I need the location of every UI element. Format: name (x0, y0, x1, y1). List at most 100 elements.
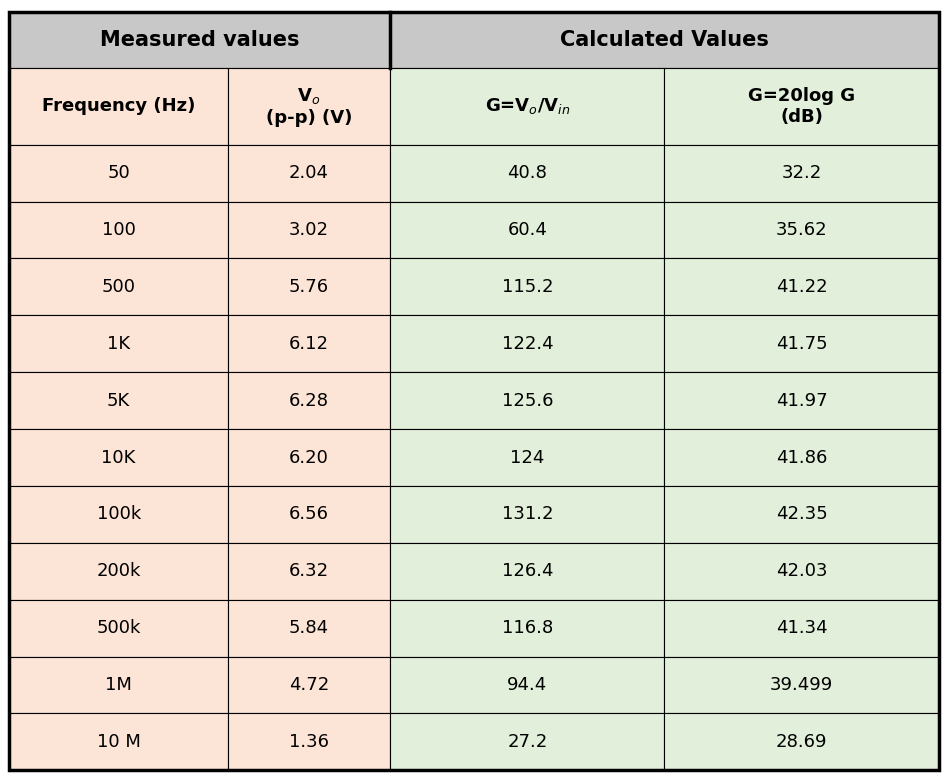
Text: 1.36: 1.36 (289, 733, 329, 751)
Bar (9, 657, 228, 713)
Text: 3.02: 3.02 (289, 221, 329, 239)
Text: 41.97: 41.97 (775, 392, 828, 410)
Bar (391, 315, 665, 372)
Text: 10K: 10K (101, 449, 136, 467)
Bar (9, 372, 228, 429)
Bar (665, 372, 939, 429)
Bar (9, 486, 228, 543)
Bar (391, 429, 665, 486)
Text: 41.86: 41.86 (775, 449, 828, 467)
Bar (391, 543, 665, 600)
Bar (9, 259, 228, 315)
Text: 27.2: 27.2 (507, 733, 548, 751)
Bar (228, 543, 391, 600)
Text: 2.04: 2.04 (289, 164, 329, 182)
Text: 100k: 100k (97, 505, 140, 523)
Text: 500: 500 (101, 278, 136, 296)
Bar (391, 600, 665, 657)
Bar (391, 372, 665, 429)
Text: Calculated Values: Calculated Values (560, 30, 769, 50)
Bar (665, 486, 939, 543)
Text: 6.20: 6.20 (289, 449, 329, 467)
Text: 6.12: 6.12 (289, 335, 329, 353)
Bar (228, 486, 391, 543)
Bar (391, 259, 665, 315)
Text: 94.4: 94.4 (507, 676, 548, 694)
Text: 42.35: 42.35 (775, 505, 828, 523)
Text: 1M: 1M (105, 676, 132, 694)
Text: 122.4: 122.4 (501, 335, 554, 353)
Bar (9, 543, 228, 600)
Bar (665, 657, 939, 713)
Bar (391, 486, 665, 543)
Bar (665, 202, 939, 259)
Text: 131.2: 131.2 (501, 505, 554, 523)
Text: 6.32: 6.32 (289, 562, 329, 580)
Text: G=V$_o$/V$_{in}$: G=V$_o$/V$_{in}$ (484, 96, 570, 117)
Bar (228, 67, 391, 145)
Text: 116.8: 116.8 (501, 619, 553, 637)
Bar (9, 202, 228, 259)
Bar (228, 713, 391, 770)
Text: 60.4: 60.4 (507, 221, 547, 239)
Text: 125.6: 125.6 (501, 392, 554, 410)
Text: G=20log G
(dB): G=20log G (dB) (748, 87, 855, 126)
Text: 124: 124 (510, 449, 544, 467)
Bar (9, 145, 228, 202)
Text: 200k: 200k (97, 562, 141, 580)
Bar (9, 713, 228, 770)
Text: 126.4: 126.4 (501, 562, 554, 580)
Text: 35.62: 35.62 (775, 221, 828, 239)
Text: 1K: 1K (107, 335, 130, 353)
Text: 500k: 500k (97, 619, 141, 637)
Bar (665, 67, 939, 145)
Bar (665, 145, 939, 202)
Text: 40.8: 40.8 (507, 164, 547, 182)
Bar (665, 713, 939, 770)
Text: 100: 100 (101, 221, 136, 239)
Text: 28.69: 28.69 (775, 733, 828, 751)
Text: 41.22: 41.22 (775, 278, 828, 296)
Text: 42.03: 42.03 (775, 562, 828, 580)
Bar (665, 259, 939, 315)
Bar (9, 315, 228, 372)
Text: 41.34: 41.34 (775, 619, 828, 637)
Bar (665, 429, 939, 486)
Bar (391, 713, 665, 770)
Bar (228, 372, 391, 429)
Bar (391, 67, 665, 145)
Text: 41.75: 41.75 (775, 335, 828, 353)
Bar (665, 543, 939, 600)
Bar (9, 12, 391, 67)
Text: 115.2: 115.2 (501, 278, 554, 296)
Text: V$_o$
(p-p) (V): V$_o$ (p-p) (V) (265, 86, 353, 127)
Bar (228, 315, 391, 372)
Text: 50: 50 (107, 164, 130, 182)
Bar (9, 429, 228, 486)
Text: 39.499: 39.499 (770, 676, 833, 694)
Bar (391, 145, 665, 202)
Bar (228, 600, 391, 657)
Text: Measured values: Measured values (100, 30, 300, 50)
Text: 6.56: 6.56 (289, 505, 329, 523)
Text: 5K: 5K (107, 392, 130, 410)
Bar (228, 145, 391, 202)
Text: 32.2: 32.2 (781, 164, 822, 182)
Bar (391, 657, 665, 713)
Bar (665, 315, 939, 372)
Text: Frequency (Hz): Frequency (Hz) (42, 97, 195, 115)
Text: 6.28: 6.28 (289, 392, 329, 410)
Bar (665, 600, 939, 657)
Text: 5.84: 5.84 (289, 619, 329, 637)
Text: 10 M: 10 M (97, 733, 140, 751)
Bar (391, 202, 665, 259)
Text: 4.72: 4.72 (289, 676, 329, 694)
Bar (391, 12, 939, 67)
Bar (228, 657, 391, 713)
Bar (9, 67, 228, 145)
Bar (228, 259, 391, 315)
Text: 5.76: 5.76 (289, 278, 329, 296)
Bar (9, 600, 228, 657)
Bar (228, 429, 391, 486)
Bar (228, 202, 391, 259)
